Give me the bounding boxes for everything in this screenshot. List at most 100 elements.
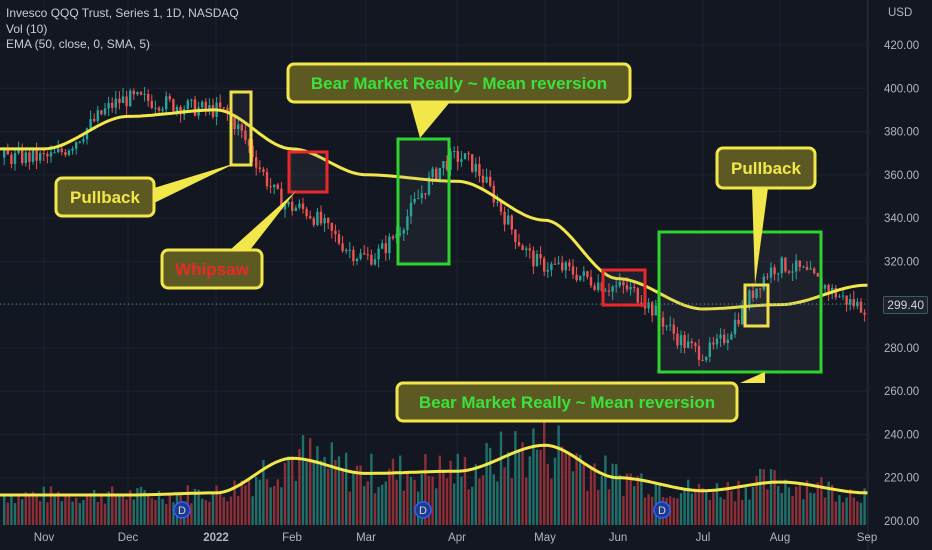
volume-bar <box>294 480 297 525</box>
candle-body <box>823 285 827 289</box>
volume-bar <box>539 449 542 525</box>
volume-bar <box>222 497 225 525</box>
volume-bar <box>517 449 521 525</box>
volume-bar <box>100 495 103 525</box>
volume-bar <box>39 501 42 525</box>
volume-bar <box>287 456 290 525</box>
chart-legend: Invesco QQQ Trust, Series 1, 1D, NASDAQ … <box>6 6 239 53</box>
candle-body <box>226 107 229 114</box>
volume-bar <box>748 499 751 525</box>
candle-body <box>690 341 693 344</box>
candle-body <box>795 260 798 272</box>
volume-bar <box>424 454 427 525</box>
volume-bar <box>456 453 459 525</box>
volume-bar <box>345 452 348 525</box>
candle-body <box>435 168 438 180</box>
candle-body <box>762 276 765 290</box>
volume-bar <box>751 486 755 525</box>
candle-body <box>726 339 729 344</box>
volume-bar <box>305 461 308 525</box>
volume-bar <box>589 469 593 525</box>
candle-body <box>557 262 560 264</box>
candle-body <box>345 249 348 252</box>
volume-bar <box>679 493 683 525</box>
volume-bar <box>496 481 499 525</box>
candle-body <box>852 299 855 307</box>
candle-body <box>525 248 528 251</box>
candle-body <box>460 159 463 162</box>
volume-bar <box>413 479 416 525</box>
volume-bar <box>438 455 441 525</box>
candle-body <box>172 99 175 112</box>
volume-bar <box>546 463 549 525</box>
volume-bar <box>471 486 474 525</box>
volume-bar <box>597 489 600 525</box>
time-axis[interactable]: Nov Dec 2022 Feb Mar Apr May Jun Jul Aug Sep <box>34 532 877 544</box>
candle-body <box>305 208 308 217</box>
candle-body <box>568 262 571 267</box>
callout-pointer <box>752 188 768 285</box>
candle-body <box>406 216 409 231</box>
candle-body <box>661 317 665 327</box>
dividend-marker[interactable]: D <box>414 501 432 519</box>
candle-body <box>597 282 600 290</box>
volume-bar <box>741 499 744 525</box>
candle-body <box>276 184 279 189</box>
volume-bar <box>273 486 276 525</box>
candle-body <box>136 92 139 95</box>
candle-body <box>748 290 751 308</box>
annotation-callouts: Bear Market Really ~ Mean reversion Pullb… <box>54 62 817 423</box>
volume-bar <box>816 482 819 525</box>
candle-body <box>294 207 297 211</box>
pullback-box-1 <box>229 90 253 167</box>
candle-body <box>471 154 474 172</box>
volume-bar <box>564 453 567 525</box>
volume-bar <box>168 492 171 525</box>
candle-body <box>733 319 737 335</box>
candle-body <box>402 230 405 234</box>
volume-bar <box>629 473 632 525</box>
volume-bar <box>838 495 841 525</box>
volume-bar <box>579 454 582 525</box>
candle-body <box>417 198 420 200</box>
candle-body <box>21 149 24 164</box>
volume-bar <box>474 464 477 525</box>
candle-body <box>427 177 431 195</box>
price-axis[interactable]: USD 420.00 400.00 380.00 360.00 340.00 320.00… <box>867 0 919 550</box>
volume-bar <box>694 491 697 525</box>
candle-body <box>780 257 783 274</box>
candle-body <box>485 176 488 183</box>
volume-bar <box>226 501 229 525</box>
candle-body <box>265 171 269 187</box>
price-tick-label: 360.00 <box>884 170 919 182</box>
candle-body <box>93 118 96 122</box>
volume-bar <box>759 468 762 525</box>
candle-body <box>247 140 251 146</box>
candle-body <box>769 267 773 278</box>
dividend-marker-label: D <box>658 505 666 517</box>
volume-bar <box>341 469 344 525</box>
volume-bar <box>525 477 528 525</box>
volume-bar <box>633 486 636 525</box>
dividend-marker[interactable]: D <box>653 501 671 519</box>
volume-bar <box>676 498 679 525</box>
volume-bar <box>21 499 24 525</box>
volume-bar <box>762 469 765 525</box>
candle-body <box>478 164 481 176</box>
volume-bar <box>402 490 405 525</box>
candle-body <box>255 157 258 168</box>
candle-body <box>150 100 153 108</box>
candle-body <box>168 96 171 100</box>
candle-body <box>845 295 848 305</box>
dividend-marker[interactable]: D <box>173 501 191 519</box>
volume-bar <box>64 496 67 525</box>
volume-bar <box>107 491 110 525</box>
volume-bar <box>557 425 560 525</box>
volume-bar <box>582 462 585 525</box>
volume-bar <box>726 482 729 525</box>
volume-bar <box>795 486 798 525</box>
candle-body <box>618 281 621 286</box>
volume-bar <box>255 476 258 525</box>
